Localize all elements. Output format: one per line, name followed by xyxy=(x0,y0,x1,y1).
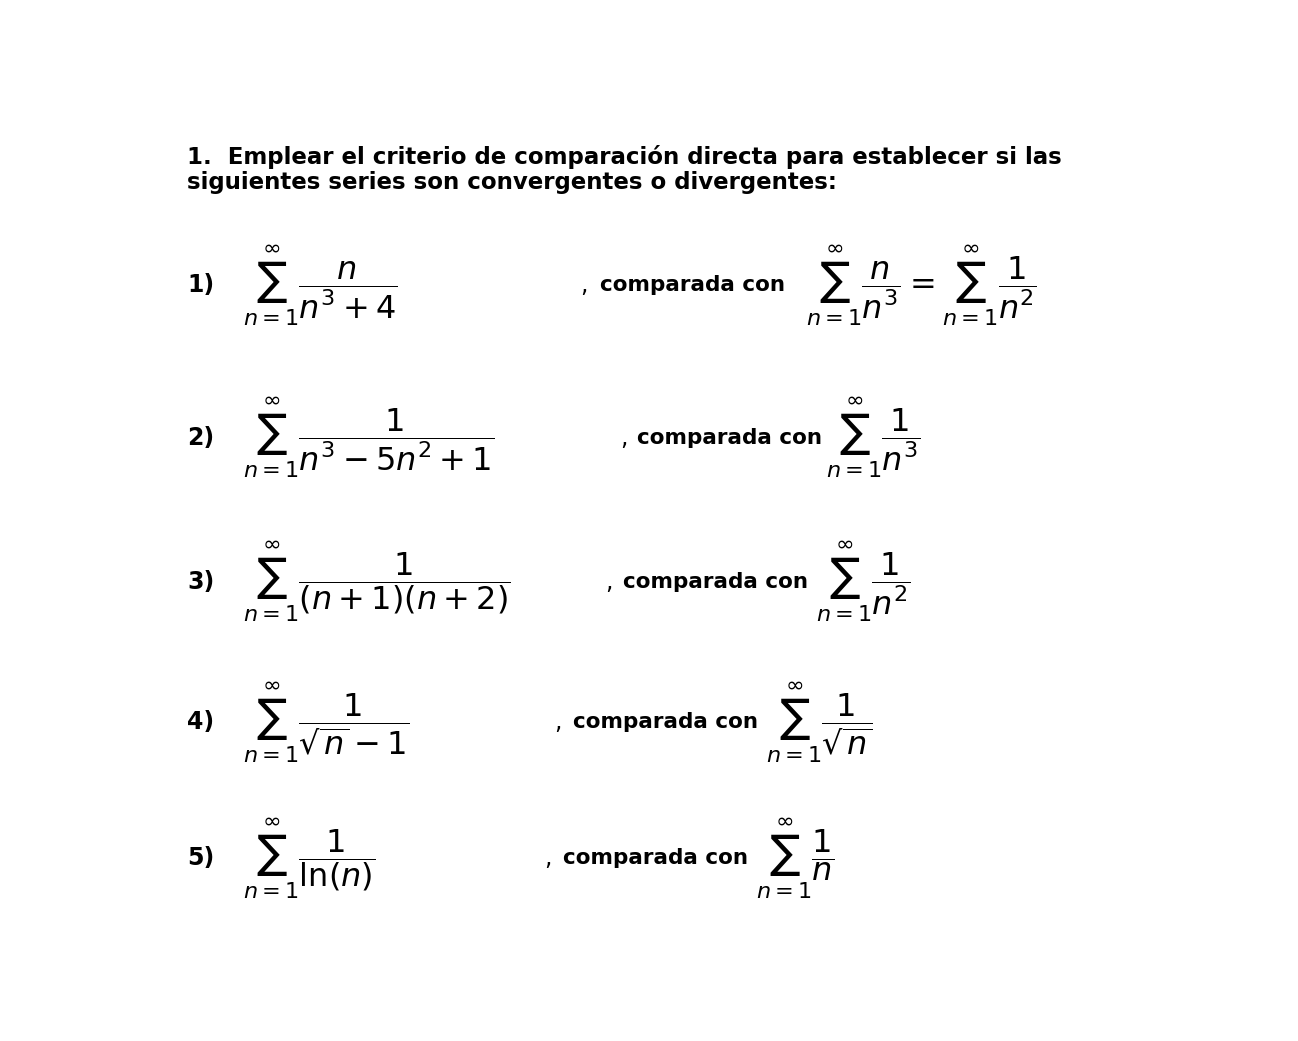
Text: 5): 5) xyxy=(187,846,214,870)
Text: $\sum_{n=1}^{\infty} \dfrac{n}{n^3 + 4}$: $\sum_{n=1}^{\infty} \dfrac{n}{n^3 + 4}$ xyxy=(243,243,397,328)
Text: ,: , xyxy=(605,569,613,593)
Text: siguientes series son convergentes o divergentes:: siguientes series son convergentes o div… xyxy=(187,172,837,195)
Text: $\sum_{n=1}^{\infty} \dfrac{1}{n^3 - 5n^2 + 1}$: $\sum_{n=1}^{\infty} \dfrac{1}{n^3 - 5n^… xyxy=(243,395,493,480)
Text: comparada con: comparada con xyxy=(572,712,758,732)
Text: ,: , xyxy=(554,710,562,734)
Text: 3): 3) xyxy=(187,569,214,593)
Text: 2): 2) xyxy=(187,426,214,450)
Text: 1): 1) xyxy=(187,273,214,298)
Text: $\sum_{n=1}^{\infty} \dfrac{1}{\sqrt{n} - 1}$: $\sum_{n=1}^{\infty} \dfrac{1}{\sqrt{n} … xyxy=(243,680,409,765)
Text: $\sum_{n=1}^{\infty} \dfrac{n}{n^3} =\sum_{n=1}^{\infty} \dfrac{1}{n^2}$: $\sum_{n=1}^{\infty} \dfrac{n}{n^3} =\su… xyxy=(806,243,1037,328)
Text: $\sum_{n=1}^{\infty} \dfrac{1}{\sqrt{n}}$: $\sum_{n=1}^{\infty} \dfrac{1}{\sqrt{n}}… xyxy=(766,680,872,765)
Text: comparada con: comparada con xyxy=(637,428,822,448)
Text: $\sum_{n=1}^{\infty} \dfrac{1}{(n+1)(n+2)}$: $\sum_{n=1}^{\infty} \dfrac{1}{(n+1)(n+2… xyxy=(243,539,510,625)
Text: $\sum_{n=1}^{\infty} \dfrac{1}{n^2}$: $\sum_{n=1}^{\infty} \dfrac{1}{n^2}$ xyxy=(816,539,911,625)
Text: comparada con: comparada con xyxy=(623,572,807,592)
Text: comparada con: comparada con xyxy=(562,848,748,868)
Text: ,: , xyxy=(620,426,627,450)
Text: $\sum_{n=1}^{\infty} \dfrac{1}{\ln(n)}$: $\sum_{n=1}^{\infty} \dfrac{1}{\ln(n)}$ xyxy=(243,816,375,902)
Text: 1.  Emplear el criterio de comparación directa para establecer si las: 1. Emplear el criterio de comparación di… xyxy=(187,145,1062,169)
Text: comparada con: comparada con xyxy=(600,275,785,296)
Text: ,: , xyxy=(545,846,552,870)
Text: ,: , xyxy=(580,273,587,298)
Text: $\sum_{n=1}^{\infty} \dfrac{1}{n^3}$: $\sum_{n=1}^{\infty} \dfrac{1}{n^3}$ xyxy=(827,395,922,480)
Text: $\sum_{n=1}^{\infty} \dfrac{1}{n}$: $\sum_{n=1}^{\infty} \dfrac{1}{n}$ xyxy=(755,816,835,902)
Text: 4): 4) xyxy=(187,710,214,734)
